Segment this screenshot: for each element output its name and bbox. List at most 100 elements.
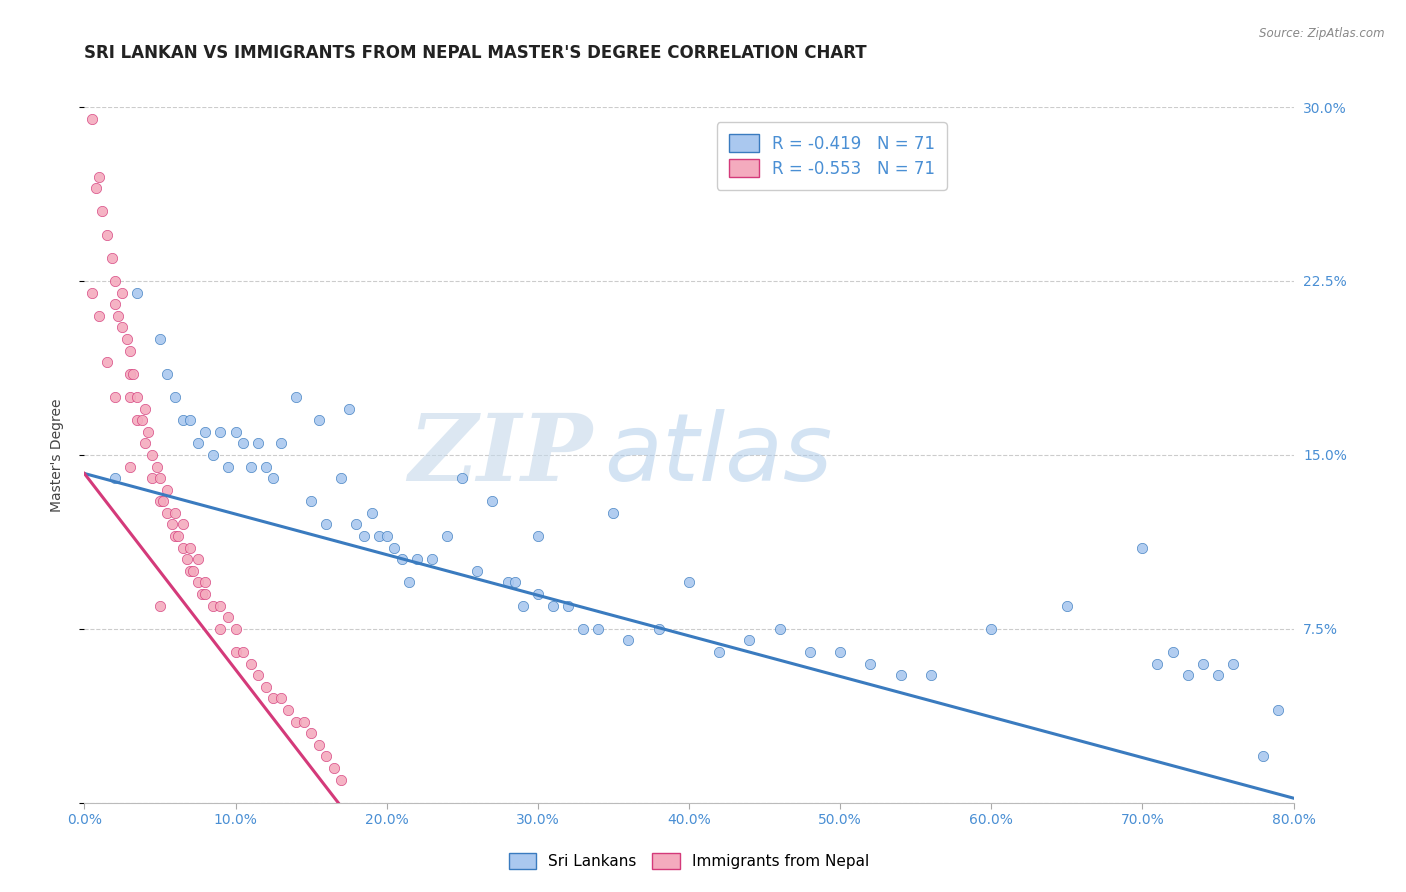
Point [141,448,163,462]
Point [149,471,172,485]
Point [588,622,610,636]
Point [134,436,156,450]
Point [152,494,174,508]
Point [270,436,292,450]
Point [80,285,103,300]
Point [172,541,194,555]
Point [322,761,344,775]
Point [308,413,330,427]
Point [172,517,194,532]
Point [111,320,134,334]
Point [118,343,141,358]
Point [156,483,179,497]
Point [1222,657,1244,671]
Point [217,610,239,624]
Point [86,181,108,195]
Point [799,645,821,659]
Point [270,691,292,706]
Point [239,657,262,671]
Point [100,251,122,265]
Point [149,599,172,613]
Point [118,459,141,474]
Point [111,285,134,300]
Point [96,355,118,369]
Point [769,622,792,636]
Point [617,633,640,648]
Point [709,645,731,659]
Point [1177,668,1199,682]
Point [285,390,308,404]
Point [330,471,353,485]
Point [830,645,852,659]
Point [572,622,595,636]
Point [299,726,322,740]
Point [1206,668,1229,682]
Point [420,552,443,566]
Point [191,587,214,601]
Point [1161,645,1184,659]
Point [285,714,308,729]
Point [451,471,474,485]
Point [187,552,209,566]
Point [262,471,284,485]
Point [89,169,111,184]
Point [527,529,550,543]
Point [920,668,942,682]
Point [337,401,360,416]
Point [232,645,254,659]
Point [131,413,153,427]
Point [141,471,163,485]
Point [353,529,375,543]
Point [127,285,149,300]
Point [107,309,129,323]
Point [89,309,111,323]
Point [80,112,103,126]
Point [406,552,429,566]
Point [104,390,127,404]
Point [225,622,247,636]
Point [217,459,239,474]
Point [541,599,564,613]
Point [368,529,391,543]
Point [187,575,209,590]
Point [165,529,187,543]
Point [96,227,118,242]
Point [346,517,368,532]
Point [225,645,247,659]
Point [467,564,489,578]
Point [104,471,127,485]
Point [239,459,262,474]
Point [209,599,232,613]
Point [104,274,127,288]
Point [1130,541,1153,555]
Point [172,413,194,427]
Point [91,204,114,219]
Point [436,529,458,543]
Point [1267,703,1289,717]
Point [360,506,382,520]
Point [527,587,550,601]
Point [225,425,247,439]
Point [149,494,172,508]
Point [398,575,420,590]
Point [292,714,315,729]
Point [1146,657,1168,671]
Point [1192,657,1215,671]
Point [181,564,204,578]
Point [557,599,579,613]
Point [299,494,322,508]
Text: ZIP: ZIP [408,410,592,500]
Point [247,668,270,682]
Point [156,367,179,381]
Point [179,413,201,427]
Y-axis label: Master's Degree: Master's Degree [49,398,63,512]
Legend: R = -0.419   N = 71, R = -0.553   N = 71: R = -0.419 N = 71, R = -0.553 N = 71 [717,122,946,190]
Point [209,622,232,636]
Point [121,367,143,381]
Point [104,297,127,311]
Point [330,772,353,787]
Point [194,425,217,439]
Point [165,506,187,520]
Point [512,599,534,613]
Point [201,599,224,613]
